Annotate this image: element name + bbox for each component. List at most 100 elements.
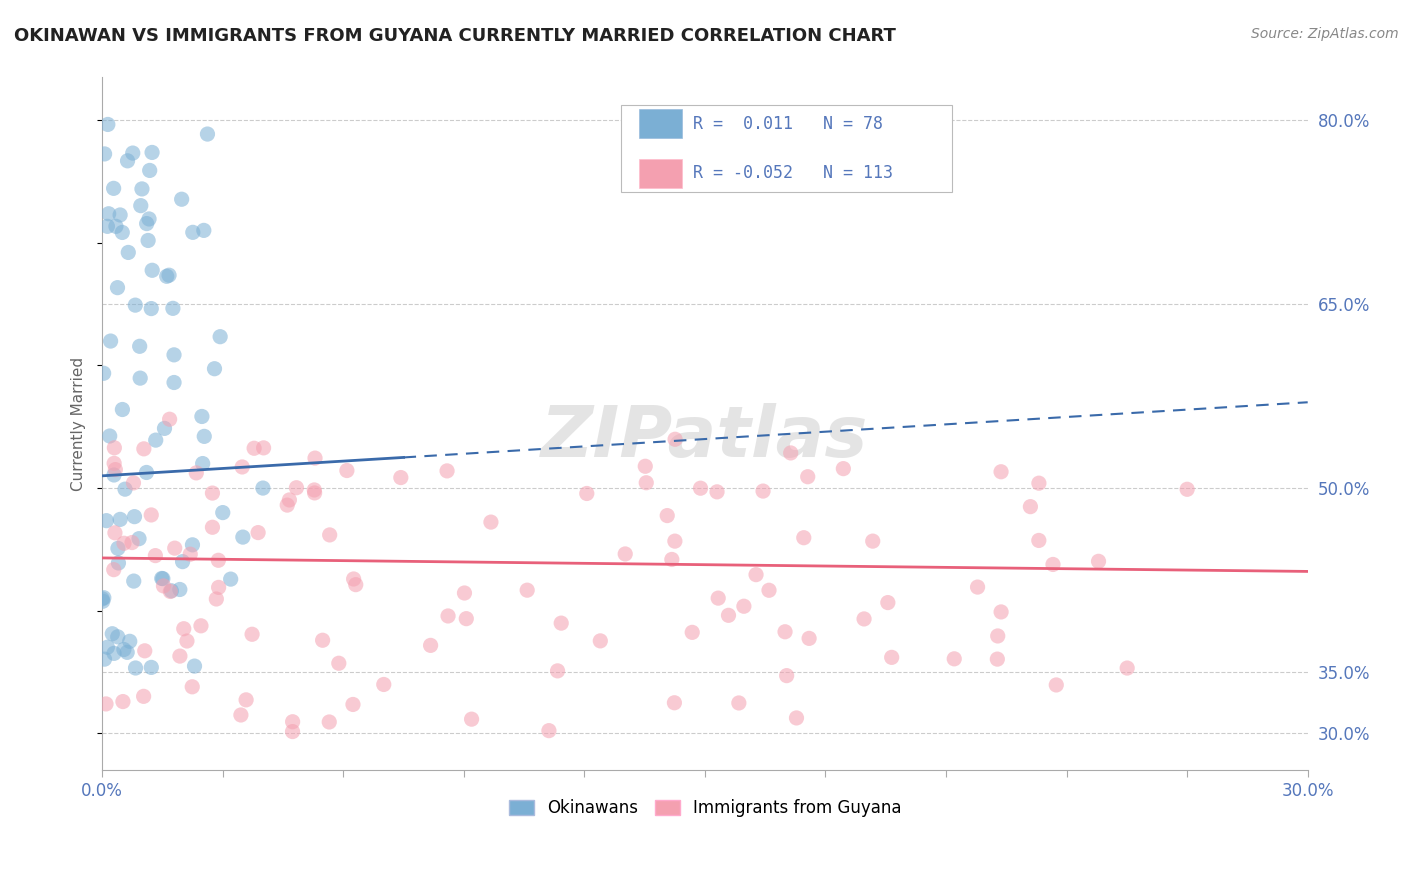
Point <box>170 192 193 206</box>
Point <box>162 301 184 316</box>
FancyBboxPatch shape <box>638 109 682 138</box>
Point <box>550 616 572 631</box>
Point <box>111 402 134 417</box>
Point <box>229 708 252 723</box>
Point <box>150 571 173 585</box>
Point <box>252 481 274 495</box>
Point <box>336 463 359 477</box>
Legend: Okinawans, Immigrants from Guyana: Okinawans, Immigrants from Guyana <box>502 793 908 824</box>
Point <box>104 219 127 234</box>
Point <box>793 531 815 545</box>
Point <box>181 680 204 694</box>
Point <box>717 608 740 623</box>
Point <box>159 412 181 426</box>
Point <box>132 690 155 704</box>
Point <box>575 486 598 500</box>
Point <box>479 515 502 529</box>
Point <box>100 334 122 348</box>
Point <box>664 534 686 549</box>
Point <box>173 622 195 636</box>
Point <box>436 464 458 478</box>
Point <box>986 652 1008 666</box>
Point <box>122 475 145 490</box>
Point <box>775 668 797 682</box>
Point <box>1175 483 1198 497</box>
Point <box>159 584 181 599</box>
Point <box>101 626 124 640</box>
Point <box>96 640 118 655</box>
Point <box>157 268 180 283</box>
Point <box>131 182 153 196</box>
Point <box>172 555 194 569</box>
Point <box>779 446 801 460</box>
Point <box>108 512 131 526</box>
Point <box>1045 678 1067 692</box>
Point <box>460 712 482 726</box>
Point <box>943 652 966 666</box>
Point <box>103 563 125 577</box>
Point <box>97 207 120 221</box>
Point <box>204 361 226 376</box>
Point <box>156 269 179 284</box>
Point <box>752 484 775 499</box>
Point <box>145 549 167 563</box>
Point <box>193 429 215 443</box>
Point <box>516 583 538 598</box>
Point <box>124 298 146 312</box>
Point <box>344 577 367 591</box>
Point <box>681 625 703 640</box>
Point <box>112 642 135 657</box>
Text: OKINAWAN VS IMMIGRANTS FROM GUYANA CURRENTLY MARRIED CORRELATION CHART: OKINAWAN VS IMMIGRANTS FROM GUYANA CURRE… <box>14 27 896 45</box>
Point <box>281 714 304 729</box>
Point <box>104 462 127 476</box>
Point <box>342 698 364 712</box>
Point <box>176 634 198 648</box>
Point <box>117 245 139 260</box>
Point <box>853 612 876 626</box>
Point <box>304 483 326 497</box>
Point <box>318 714 340 729</box>
Point <box>152 579 174 593</box>
Point <box>211 506 233 520</box>
Point <box>141 508 163 522</box>
Point <box>664 432 686 446</box>
Point <box>134 644 156 658</box>
Text: R =  0.011   N = 78: R = 0.011 N = 78 <box>693 115 883 133</box>
Point <box>96 514 118 528</box>
Y-axis label: Currently Married: Currently Married <box>72 357 86 491</box>
Point <box>209 329 232 343</box>
Point <box>745 567 768 582</box>
Point <box>93 366 115 380</box>
Point <box>112 536 135 550</box>
Point <box>707 591 730 606</box>
Point <box>96 219 118 234</box>
Point <box>128 339 150 353</box>
Point <box>190 619 212 633</box>
Point <box>1042 558 1064 572</box>
Point <box>117 153 139 168</box>
Point <box>107 556 129 570</box>
Point <box>389 470 412 484</box>
Point <box>207 581 229 595</box>
Text: ZIPatlas: ZIPatlas <box>541 403 869 472</box>
Point <box>990 605 1012 619</box>
Point <box>285 481 308 495</box>
Point <box>243 442 266 456</box>
Point <box>93 652 115 666</box>
Point <box>93 147 115 161</box>
Point <box>231 459 253 474</box>
Point <box>103 467 125 482</box>
Point <box>141 301 163 316</box>
Point <box>318 528 340 542</box>
Point <box>107 280 129 294</box>
Point <box>91 594 114 608</box>
Text: Source: ZipAtlas.com: Source: ZipAtlas.com <box>1251 27 1399 41</box>
Point <box>419 639 441 653</box>
Point <box>661 552 683 566</box>
Point <box>121 146 143 161</box>
Point <box>138 163 160 178</box>
Point <box>252 441 274 455</box>
Point <box>136 234 159 248</box>
Point <box>138 211 160 226</box>
Point <box>276 498 298 512</box>
